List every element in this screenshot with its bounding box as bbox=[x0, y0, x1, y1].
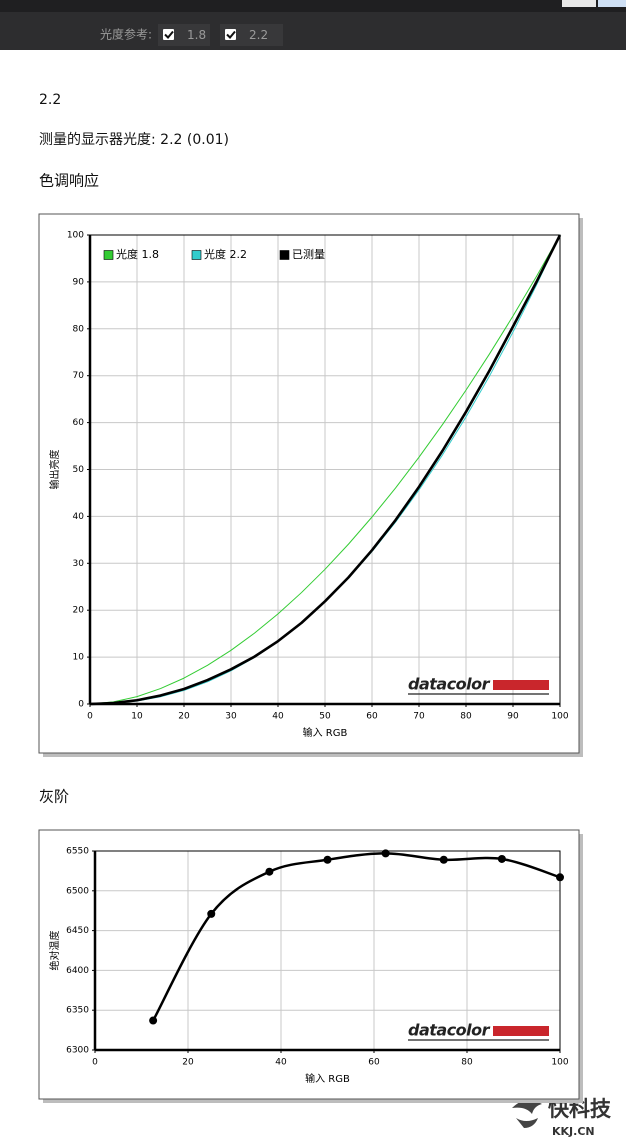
data-point bbox=[323, 855, 332, 864]
x-tick-label: 30 bbox=[225, 712, 237, 722]
data-point bbox=[265, 867, 274, 876]
tab-button[interactable] bbox=[562, 0, 596, 7]
y-tick-label: 6300 bbox=[66, 1046, 89, 1056]
x-tick-label: 60 bbox=[366, 712, 378, 722]
y-tick-label: 30 bbox=[73, 559, 85, 569]
y-axis-label: 绝对温度 bbox=[48, 931, 61, 971]
x-tick-label: 20 bbox=[182, 1058, 194, 1068]
legend-swatch bbox=[191, 250, 202, 260]
y-tick-label: 20 bbox=[73, 606, 85, 616]
data-point bbox=[207, 909, 216, 918]
tab-button[interactable] bbox=[598, 0, 626, 7]
x-axis-label: 输入 RGB bbox=[305, 1072, 350, 1085]
x-tick-label: 40 bbox=[272, 712, 284, 722]
series-line bbox=[89, 234, 562, 706]
gamma-value: 2.2 bbox=[39, 92, 61, 108]
data-point bbox=[149, 1016, 158, 1025]
x-tick-label: 0 bbox=[87, 712, 93, 722]
y-tick-label: 80 bbox=[73, 324, 85, 334]
chart-frame bbox=[38, 213, 580, 754]
x-tick-label: 40 bbox=[275, 1058, 287, 1068]
y-tick-label: 90 bbox=[73, 277, 85, 287]
option-label: 2.2 bbox=[249, 28, 268, 42]
y-tick-label: 6450 bbox=[66, 926, 89, 936]
y-tick-label: 0 bbox=[78, 700, 84, 710]
data-point bbox=[556, 873, 564, 882]
y-tick-label: 6400 bbox=[66, 966, 89, 976]
y-axis-label: 输出亮度 bbox=[48, 450, 61, 490]
legend-label: 光度 1.8 bbox=[116, 247, 159, 261]
chart-frame bbox=[38, 829, 580, 1100]
x-tick-label: 0 bbox=[92, 1058, 98, 1068]
x-tick-label: 80 bbox=[461, 1058, 473, 1068]
x-tick-label: 70 bbox=[413, 712, 425, 722]
chart: 色调响应 0 10 20 30 40 50 60 70 80 90 100 0 10 20 30 40 50 60 7… bbox=[38, 172, 583, 757]
logo-bar bbox=[493, 680, 549, 690]
x-axis-label: 输入 RGB bbox=[303, 726, 348, 739]
x-tick-label: 100 bbox=[551, 712, 568, 722]
watermark-icon bbox=[512, 1099, 542, 1128]
toolbar-top bbox=[0, 0, 626, 12]
series-line bbox=[152, 852, 561, 1022]
toolbar-label: 光度参考: bbox=[100, 27, 152, 42]
legend-label: 已测量 bbox=[292, 248, 325, 261]
x-tick-label: 80 bbox=[460, 712, 472, 722]
x-tick-label: 50 bbox=[319, 712, 331, 722]
checkmark bbox=[226, 30, 236, 39]
y-tick-label: 6500 bbox=[66, 886, 89, 896]
series-line bbox=[89, 234, 561, 705]
y-tick-label: 70 bbox=[73, 371, 85, 381]
checkbox[interactable] bbox=[163, 29, 174, 40]
x-tick-label: 90 bbox=[507, 712, 519, 722]
x-tick-label: 100 bbox=[551, 1058, 568, 1068]
legend-swatch bbox=[279, 250, 290, 260]
data-point bbox=[381, 849, 390, 858]
checkbox[interactable] bbox=[225, 29, 236, 40]
x-tick-label: 60 bbox=[368, 1058, 380, 1068]
section-title: 灰阶 bbox=[39, 788, 69, 806]
logo-text: datacolor bbox=[408, 1021, 491, 1040]
data-point bbox=[439, 855, 448, 864]
logo-bar bbox=[493, 1026, 549, 1036]
logo-text: datacolor bbox=[408, 675, 491, 694]
legend-label: 光度 2.2 bbox=[204, 247, 247, 261]
y-tick-label: 60 bbox=[73, 418, 85, 428]
x-tick-label: 10 bbox=[131, 712, 143, 722]
y-tick-label: 6550 bbox=[66, 847, 89, 857]
measured-gamma: 测量的显示器光度: 2.2 (0.01) bbox=[39, 132, 229, 148]
data-point bbox=[497, 854, 506, 863]
y-tick-label: 100 bbox=[67, 231, 84, 241]
y-tick-label: 40 bbox=[73, 512, 85, 522]
logo: datacolor bbox=[408, 675, 549, 695]
y-tick-label: 10 bbox=[73, 653, 85, 663]
watermark-site: KKJ.CN bbox=[552, 1125, 595, 1138]
section-title: 色调响应 bbox=[39, 172, 99, 190]
checkmark bbox=[164, 30, 174, 39]
x-tick-label: 20 bbox=[178, 712, 190, 722]
watermark: 快科技 KKJ.CN bbox=[512, 1097, 612, 1138]
option-label: 1.8 bbox=[187, 28, 206, 42]
y-tick-label: 6350 bbox=[66, 1006, 89, 1016]
y-tick-label: 50 bbox=[73, 465, 85, 475]
legend-swatch bbox=[103, 250, 114, 260]
logo: datacolor bbox=[408, 1021, 549, 1041]
chart: 灰阶 0 20 40 60 80 100 6300 6350 6400 6450 6500 6550 输入… bbox=[38, 788, 583, 1103]
